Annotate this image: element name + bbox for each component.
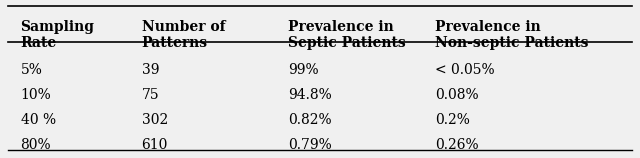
Text: 0.82%: 0.82%: [288, 113, 332, 127]
Text: 0.26%: 0.26%: [435, 138, 478, 152]
Text: < 0.05%: < 0.05%: [435, 64, 494, 77]
Text: 10%: 10%: [20, 88, 51, 102]
Text: 610: 610: [141, 138, 168, 152]
Text: Number of
Patterns: Number of Patterns: [141, 20, 225, 50]
Text: 39: 39: [141, 64, 159, 77]
Text: Sampling
Rate: Sampling Rate: [20, 20, 95, 50]
Text: 40 %: 40 %: [20, 113, 56, 127]
Text: 302: 302: [141, 113, 168, 127]
Text: 99%: 99%: [288, 64, 319, 77]
Text: 5%: 5%: [20, 64, 42, 77]
Text: 0.79%: 0.79%: [288, 138, 332, 152]
Text: 75: 75: [141, 88, 159, 102]
Text: 94.8%: 94.8%: [288, 88, 332, 102]
Text: Prevalence in
Septic Patients: Prevalence in Septic Patients: [288, 20, 406, 50]
Text: Prevalence in
Non-septic Patients: Prevalence in Non-septic Patients: [435, 20, 588, 50]
Text: 0.08%: 0.08%: [435, 88, 478, 102]
Text: 0.2%: 0.2%: [435, 113, 470, 127]
Text: 80%: 80%: [20, 138, 51, 152]
